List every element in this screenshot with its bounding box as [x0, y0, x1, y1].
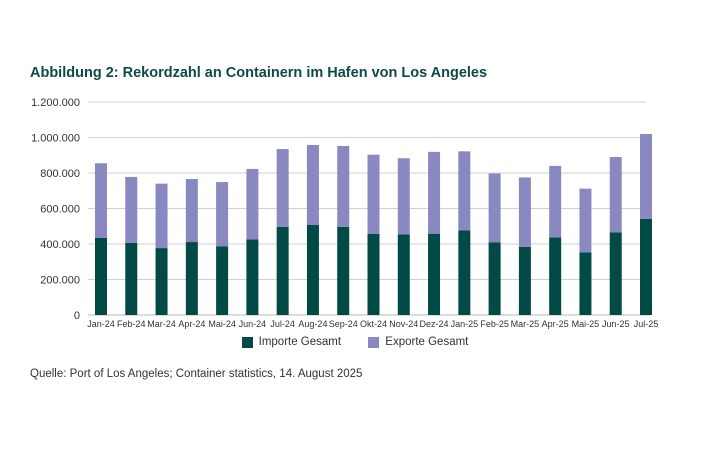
y-tick-label: 400.000 — [40, 239, 80, 251]
bar-imports — [337, 226, 350, 315]
source-note: Quelle: Port of Los Angeles; Container s… — [30, 368, 363, 380]
x-tick-label: Mai-24 — [208, 319, 236, 329]
bar-imports — [488, 242, 501, 315]
y-tick-label: 1.200.000 — [31, 97, 80, 109]
x-tick-label: Feb-24 — [117, 319, 146, 329]
x-tick-label: Aug-24 — [298, 319, 327, 329]
bar-imports — [518, 246, 531, 315]
bar-exports — [609, 157, 622, 233]
x-tick-label: Apr-24 — [178, 319, 205, 329]
bar-exports — [428, 151, 441, 234]
x-tick-label: Sep-24 — [329, 319, 358, 329]
bar-imports — [397, 234, 410, 315]
chart-title: Abbildung 2: Rekordzahl an Containern im… — [30, 65, 488, 81]
bar-imports — [306, 225, 319, 315]
bar-exports — [276, 149, 289, 227]
bar-exports — [337, 146, 350, 227]
bar-imports — [246, 239, 259, 315]
bar-exports — [246, 168, 259, 240]
x-tick-label: Jun-25 — [602, 319, 630, 329]
x-tick-label: Jun-24 — [239, 319, 267, 329]
bar-exports — [488, 173, 501, 243]
bar-imports — [428, 233, 441, 315]
legend: Importe Gesamt Exporte Gesamt — [0, 336, 710, 351]
bar-imports — [216, 246, 229, 315]
x-tick-label: Mar-24 — [147, 319, 176, 329]
bar-exports — [95, 163, 107, 238]
bar-imports — [125, 242, 138, 315]
y-tick-label: 600.000 — [40, 204, 80, 216]
x-tick-label: Jan-25 — [451, 319, 479, 329]
bar-imports — [458, 230, 471, 315]
bar-imports — [579, 252, 592, 315]
bar-imports — [549, 237, 562, 315]
bar-exports — [367, 154, 380, 234]
x-tick-label: Okt-24 — [360, 319, 387, 329]
bar-exports — [579, 188, 592, 253]
y-tick-label: 200.000 — [40, 275, 80, 287]
bar-imports — [640, 218, 652, 315]
x-tick-label: Jul-24 — [270, 319, 295, 329]
bar-imports — [185, 242, 198, 315]
bar-exports — [397, 158, 410, 235]
x-tick-label: Mai-25 — [572, 319, 600, 329]
bar-exports — [155, 183, 168, 249]
legend-swatch-exports — [368, 336, 380, 348]
x-tick-label: Apr-25 — [542, 319, 569, 329]
y-tick-label: 800.000 — [40, 168, 80, 180]
bar-exports — [640, 133, 652, 219]
x-tick-label: Jan-24 — [87, 319, 115, 329]
x-tick-label: Dez-24 — [420, 319, 449, 329]
bar-exports — [216, 182, 229, 247]
bar-exports — [185, 179, 198, 243]
legend-swatch-imports — [241, 336, 253, 348]
bar-exports — [125, 176, 138, 243]
bar-exports — [306, 144, 319, 226]
legend-item-exports: Exporte Gesamt — [368, 336, 468, 348]
bar-exports — [458, 151, 471, 231]
x-tick-label: Jul-25 — [634, 319, 659, 329]
x-tick-label: Mar-25 — [511, 319, 540, 329]
bar-imports — [276, 226, 289, 315]
y-tick-label: 1.000.000 — [31, 133, 80, 145]
x-tick-label: Feb-25 — [480, 319, 509, 329]
legend-item-imports: Importe Gesamt — [241, 336, 342, 348]
bar-exports — [518, 177, 531, 247]
bar-imports — [609, 232, 622, 315]
stacked-bar-chart: 0 200.000 400.000 600.000 800.000 1.000.000 1.… — [31, 97, 659, 329]
legend-label-exports: Exporte Gesamt — [385, 336, 469, 348]
legend-label-imports: Importe Gesamt — [258, 336, 342, 348]
bar-imports — [95, 237, 107, 315]
x-tick-label: Nov-24 — [389, 319, 418, 329]
bar-exports — [549, 165, 562, 238]
bar-imports — [155, 248, 168, 315]
y-tick-label: 0 — [74, 310, 80, 322]
bar-imports — [367, 233, 380, 315]
